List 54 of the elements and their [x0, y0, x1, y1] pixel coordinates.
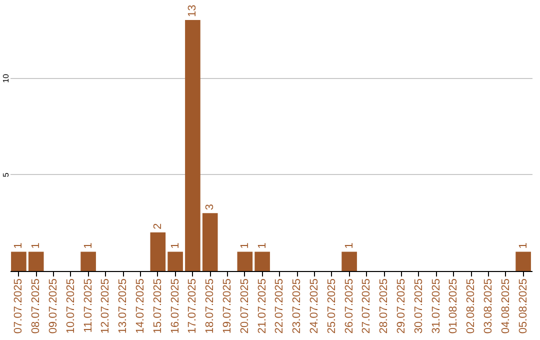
x-tick-label: 23.07.2025 — [291, 278, 304, 334]
x-tick-label: 31.07.2025 — [430, 278, 442, 334]
x-tick-label: 01.08.2025 — [448, 278, 460, 334]
bar — [150, 232, 166, 271]
x-tick-label: 26.07.2025 — [343, 278, 356, 334]
x-tick-label: 18.07.2025 — [204, 278, 216, 334]
x-tick-label: 19.07.2025 — [222, 278, 234, 334]
x-tick-label: 03.08.2025 — [482, 278, 494, 334]
bar — [185, 20, 200, 271]
data-label: 1 — [517, 242, 530, 249]
data-label: 1 — [343, 242, 356, 249]
x-tick-label: 13.07.2025 — [117, 278, 130, 334]
bar — [237, 252, 253, 271]
bar — [80, 252, 96, 271]
bar — [168, 252, 183, 271]
x-tick-label: 20.07.2025 — [238, 278, 251, 334]
x-tick-label: 24.07.2025 — [308, 278, 320, 334]
x-tick-label: 14.07.2025 — [134, 278, 146, 334]
bar — [254, 252, 270, 271]
x-tick-label: 22.07.2025 — [274, 278, 286, 334]
bar — [342, 252, 357, 271]
x-tick-label: 30.07.2025 — [412, 278, 425, 334]
x-tick-label: 29.07.2025 — [396, 278, 408, 334]
x-tick-label: 25.07.2025 — [326, 278, 338, 334]
x-tick-label: 05.08.2025 — [517, 278, 530, 334]
y-tick-label: 5 — [2, 172, 10, 178]
data-label: 1 — [238, 242, 251, 249]
data-label: 1 — [82, 242, 94, 249]
data-label: 13 — [186, 4, 199, 17]
x-tick-label: 09.07.2025 — [48, 278, 60, 334]
bar — [28, 252, 44, 271]
x-tick-label: 08.07.2025 — [30, 278, 42, 334]
bar — [11, 252, 26, 271]
x-tick-label: 27.07.2025 — [360, 278, 373, 334]
data-label: 3 — [204, 204, 216, 210]
x-tick-label: 02.08.2025 — [465, 278, 478, 334]
y-tick-label: 10 — [2, 73, 10, 83]
x-tick-label: 04.08.2025 — [500, 278, 512, 334]
data-label: 2 — [152, 223, 164, 230]
x-tick-label: 17.07.2025 — [186, 278, 199, 334]
x-tick-label: 10.07.2025 — [64, 278, 77, 334]
data-label: 1 — [30, 242, 42, 249]
data-label: 1 — [12, 242, 25, 249]
x-tick-label: 07.07.2025 — [12, 278, 25, 334]
x-tick-label: 11.07.2025 — [82, 278, 94, 333]
bar — [202, 213, 218, 271]
x-tick-label: 12.07.2025 — [100, 278, 112, 334]
x-tick-label: 15.07.2025 — [152, 278, 164, 334]
x-tick-label: 16.07.2025 — [169, 278, 182, 334]
data-label: 1 — [256, 242, 268, 249]
x-tick-label: 28.07.2025 — [378, 278, 390, 334]
x-tick-label: 21.07.2025 — [256, 278, 268, 334]
bar — [516, 252, 531, 271]
data-label: 1 — [169, 242, 182, 249]
